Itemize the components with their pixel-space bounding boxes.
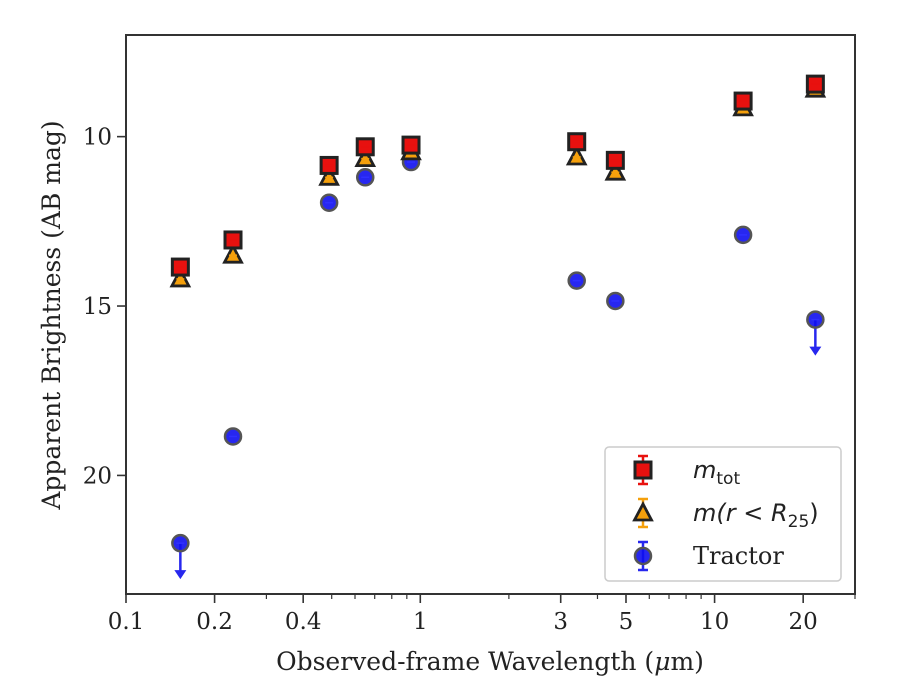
data-point-mr25 — [604, 160, 627, 181]
x-tick-label: 1 — [413, 609, 428, 635]
x-axis-label: Observed-frame Wavelength (μm) — [276, 647, 704, 676]
y-tick-label: 15 — [83, 294, 112, 320]
legend-item-mr25: m(r < R25) — [632, 497, 819, 532]
data-point-mr25 — [222, 243, 244, 264]
y-axis-label: Apparent Brightness (AB mag) — [37, 120, 66, 510]
legend-label-tractor: Tractor — [693, 542, 784, 570]
data-point-mr25 — [169, 266, 192, 288]
legend-item-mtot: mtot — [633, 454, 740, 489]
x-tick-label: 3 — [553, 609, 568, 635]
legend-item-tractor: Tractor — [633, 540, 784, 572]
legend-label-mr25: m(r < R25) — [693, 499, 819, 532]
legend-box — [604, 446, 842, 582]
data-point-mr25 — [318, 165, 340, 186]
data-point-mr25 — [354, 146, 377, 168]
plot-frame — [125, 34, 856, 595]
x-tick-label: 5 — [619, 609, 634, 635]
series-mtot — [170, 74, 825, 277]
legend-marker-tractor — [633, 546, 653, 566]
plot-area — [169, 74, 827, 580]
legend-marker-mtot — [633, 460, 653, 480]
x-tick-label: 0.1 — [108, 609, 145, 635]
legend-label-mtot: mtot — [693, 456, 740, 489]
x-tick-label: 0.4 — [285, 609, 322, 635]
legend: mtot m(r < R25) Tractor — [604, 446, 842, 582]
x-tick-label: 0.2 — [196, 609, 233, 635]
data-point-mr25 — [565, 144, 588, 166]
x-tick-label: 20 — [789, 609, 818, 635]
legend-marker-mr25 — [632, 501, 654, 522]
x-tick-label: 10 — [700, 609, 729, 635]
upper-limit-arrowhead — [174, 570, 187, 580]
series-mr25 — [169, 77, 827, 288]
axes: 0.1 0.2 0.4 1 3 5 10 20 10 15 20 — [83, 34, 856, 635]
y-tick-label: 20 — [83, 463, 112, 489]
upper-limit-arrowhead — [809, 346, 822, 356]
y-tick-label: 10 — [83, 125, 112, 151]
series-tractor — [171, 152, 825, 580]
